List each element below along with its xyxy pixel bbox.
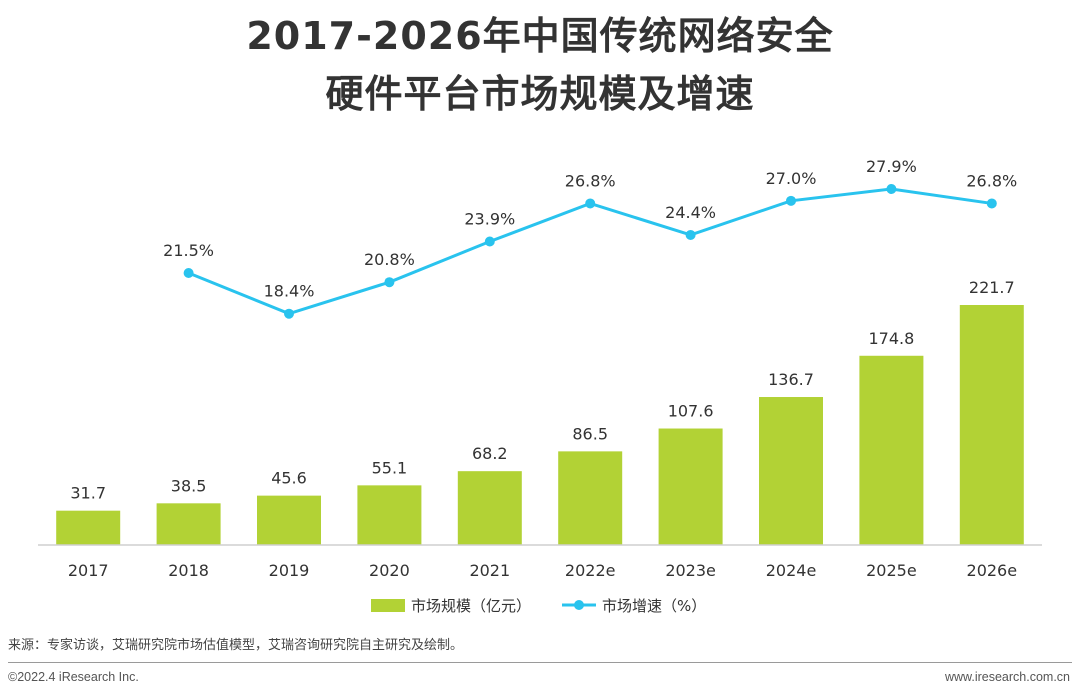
growth-label-2020: 20.8%	[364, 250, 415, 269]
growth-point-2025e	[886, 184, 897, 194]
growth-point-2022e	[585, 198, 596, 209]
x-tick-2025e: 2025e	[866, 561, 917, 580]
x-tick-2017: 2017	[68, 561, 109, 580]
growth-point-2021	[484, 236, 495, 247]
x-tick-2026e: 2026e	[967, 561, 1018, 580]
growth-point-2018	[183, 268, 194, 278]
legend-line-label: 市场增速（%）	[602, 597, 706, 615]
chart-canvas: 31.7 38.5 45.6 55.1 68.2 86.5 107.6 136.7 174.8 2…	[38, 157, 1042, 615]
growth-label-2024e: 27.0%	[766, 169, 817, 188]
footer-divider	[8, 662, 1072, 663]
legend-bar-label: 市场规模（亿元）	[411, 597, 531, 615]
bar-2020	[357, 485, 422, 545]
bar-2018	[156, 503, 221, 545]
bar-label-2020: 55.1	[372, 458, 408, 477]
growth-label-2022e: 26.8%	[565, 171, 616, 190]
x-tick-2018: 2018	[168, 561, 209, 580]
x-tick-2024e: 2024e	[766, 561, 817, 580]
growth-point-2026e	[986, 198, 997, 209]
bar-value-labels: 31.7 38.5 45.6 55.1 68.2 86.5 107.6 136.7 174.8 2…	[70, 278, 1014, 503]
bar-2019	[257, 495, 321, 545]
source-note: 来源：专家访谈，艾瑞研究院市场估值模型，艾瑞咨询研究院自主研究及绘制。	[8, 638, 464, 653]
x-axis: 2017 2018 2019 2020 2021 2022e 2023e 2024e 2025e…	[38, 544, 1042, 580]
growth-label-2026e: 26.8%	[966, 171, 1017, 190]
growth-label-2018: 21.5%	[163, 241, 214, 260]
growth-label-2021: 23.9%	[464, 210, 515, 229]
bar-2026e	[959, 305, 1024, 545]
bar-2024e	[759, 397, 823, 545]
growth-point-2019	[284, 308, 294, 319]
legend-bar-swatch	[371, 599, 405, 612]
bar-label-2022e: 86.5	[572, 424, 608, 443]
bar-2025e	[859, 355, 924, 545]
x-tick-2021: 2021	[469, 561, 510, 580]
bar-label-2024e: 136.7	[768, 370, 814, 389]
bar-series	[56, 305, 1024, 545]
bar-2021	[457, 471, 522, 545]
x-tick-2022e: 2022e	[565, 561, 616, 580]
x-tick-2020: 2020	[369, 561, 410, 580]
bar-label-2023e: 107.6	[668, 402, 714, 421]
bar-label-2025e: 174.8	[868, 329, 914, 348]
bar-2022e	[558, 451, 623, 545]
legend: 市场规模（亿元） 市场增速（%）	[371, 597, 706, 615]
chart-title-line2: 硬件平台市场规模及增速	[325, 72, 755, 116]
website: www.iresearch.com.cn	[944, 670, 1070, 684]
growth-point-2023e	[685, 229, 696, 240]
bar-2017	[56, 510, 121, 545]
bar-label-2019: 45.6	[271, 469, 307, 488]
bar-label-2018: 38.5	[171, 476, 207, 495]
bar-2023e	[658, 428, 723, 545]
chart-title-line1: 2017-2026年中国传统网络安全	[246, 14, 834, 58]
bar-label-2017: 31.7	[70, 484, 106, 503]
growth-point-2020	[384, 277, 395, 288]
growth-label-2025e: 27.9%	[866, 157, 917, 176]
bar-label-2021: 68.2	[472, 444, 508, 463]
bar-label-2026e: 221.7	[969, 278, 1015, 297]
line-series: 21.5% 18.4% 20.8% 23.9% 26.8% 24.4% 27.0% 27.9%…	[163, 157, 1017, 319]
legend-line-marker	[574, 600, 584, 610]
x-tick-2019: 2019	[269, 561, 310, 580]
x-tick-2023e: 2023e	[665, 561, 716, 580]
growth-point-2024e	[786, 195, 796, 206]
growth-label-2023e: 24.4%	[665, 203, 716, 222]
growth-label-2019: 18.4%	[264, 282, 315, 301]
copyright: ©2022.4 iResearch Inc.	[8, 670, 139, 684]
